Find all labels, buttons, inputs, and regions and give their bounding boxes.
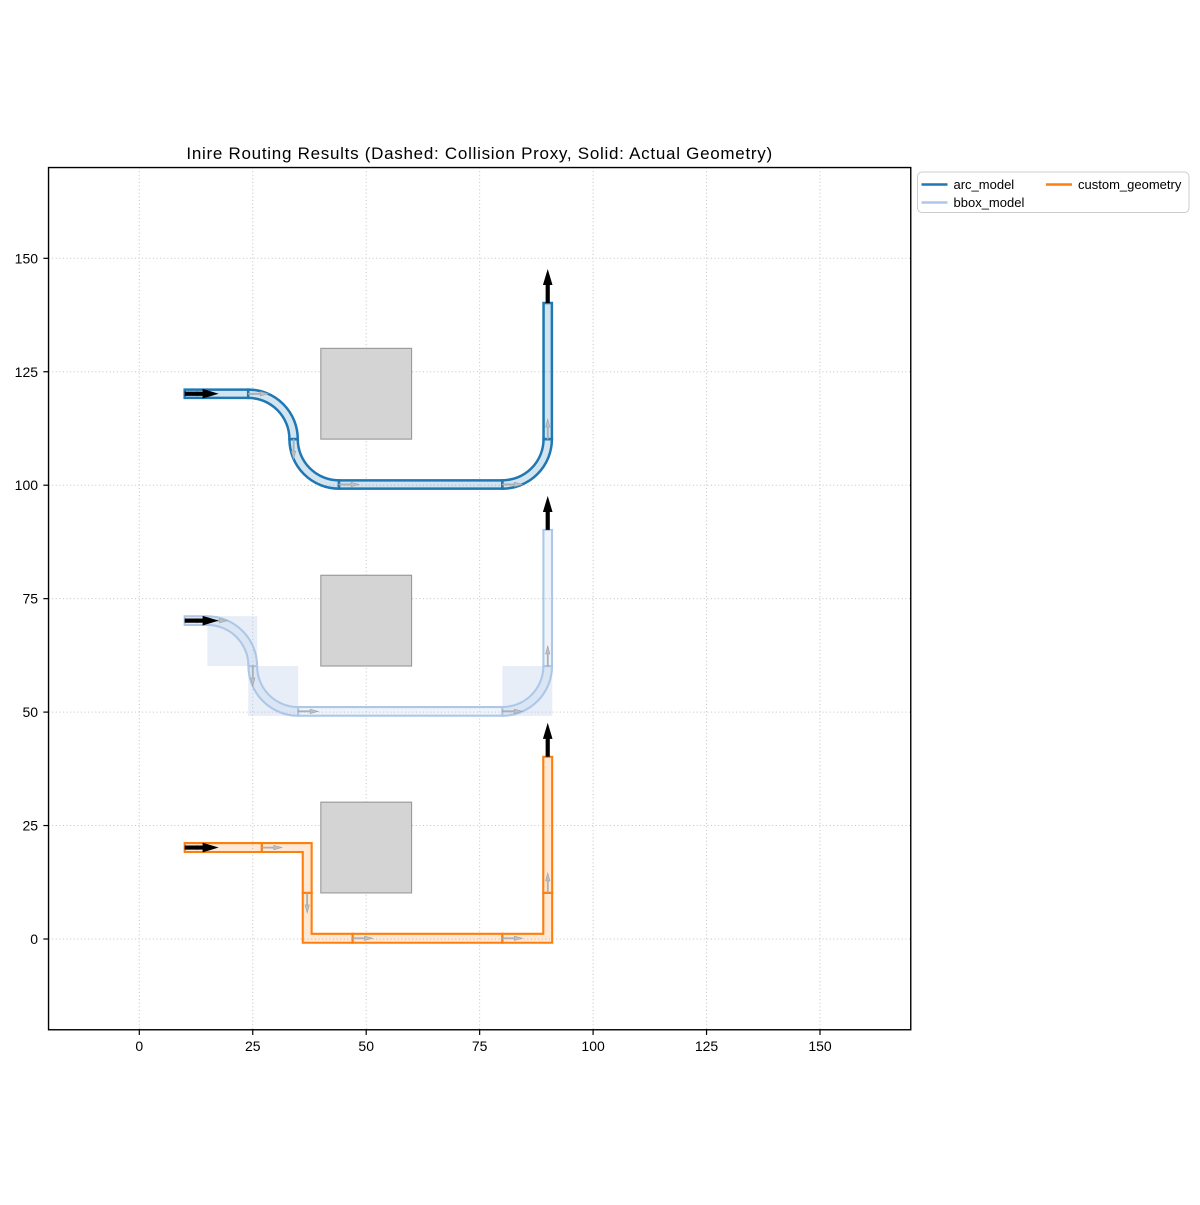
svg-text:custom_geometry: custom_geometry bbox=[1078, 177, 1182, 192]
svg-text:25: 25 bbox=[245, 1038, 261, 1054]
svg-text:125: 125 bbox=[695, 1038, 719, 1054]
svg-text:50: 50 bbox=[22, 704, 38, 720]
svg-text:100: 100 bbox=[581, 1038, 605, 1054]
svg-text:arc_model: arc_model bbox=[954, 177, 1015, 192]
svg-text:150: 150 bbox=[808, 1038, 832, 1054]
svg-text:0: 0 bbox=[135, 1038, 143, 1054]
svg-text:0: 0 bbox=[30, 931, 38, 947]
svg-text:75: 75 bbox=[472, 1038, 488, 1054]
svg-text:75: 75 bbox=[22, 591, 38, 607]
svg-text:bbox_model: bbox_model bbox=[954, 195, 1025, 210]
svg-text:125: 125 bbox=[15, 364, 39, 380]
svg-text:25: 25 bbox=[22, 818, 38, 834]
svg-text:50: 50 bbox=[358, 1038, 374, 1054]
svg-text:Inire Routing Results (Dashed:: Inire Routing Results (Dashed: Collision… bbox=[186, 144, 773, 163]
svg-text:100: 100 bbox=[15, 477, 39, 493]
svg-text:150: 150 bbox=[15, 250, 39, 266]
